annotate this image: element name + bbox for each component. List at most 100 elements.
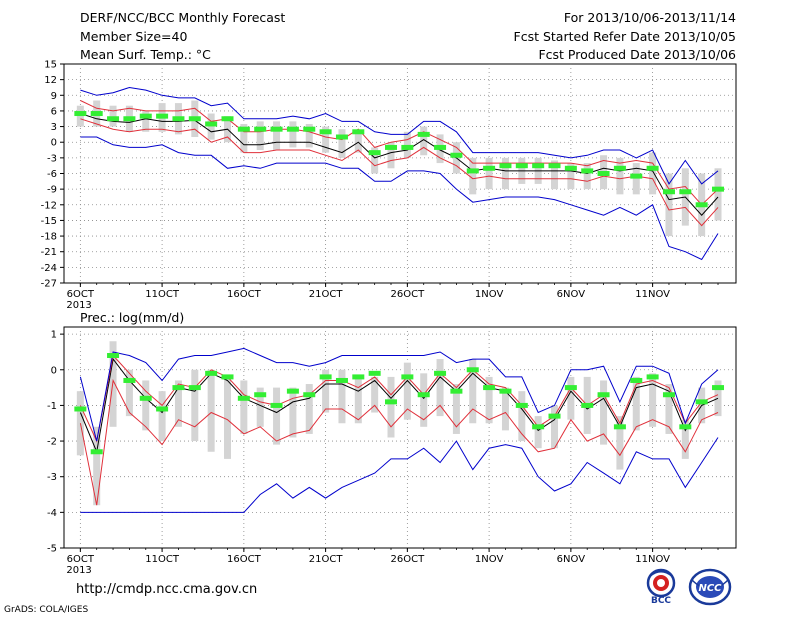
x-tick-label: 1NOV	[475, 554, 504, 565]
spread-bar	[616, 416, 624, 470]
observation-marker	[450, 152, 463, 158]
observation-marker	[564, 165, 577, 171]
observation-marker	[303, 392, 316, 398]
fcst-started-date: Fcst Started Refer Date 2013/10/05	[513, 29, 737, 44]
spread-bar	[469, 359, 477, 424]
spread-bar	[76, 105, 84, 127]
observation-marker	[662, 189, 675, 195]
bcc-logo-text: BCC	[651, 596, 671, 606]
observation-marker	[270, 126, 283, 132]
observation-marker	[679, 189, 692, 195]
y-tick-label: -4	[47, 508, 57, 519]
observation-marker	[286, 126, 299, 132]
spread-bar	[125, 369, 133, 417]
spread-bar	[142, 110, 150, 132]
y-tick-label: -15	[41, 216, 57, 227]
x-tick-label: 11NOV	[635, 554, 670, 565]
spread-bar	[452, 384, 460, 434]
spread-bar	[371, 147, 379, 174]
observation-marker	[303, 126, 316, 132]
observation-marker	[237, 126, 250, 132]
spread-bar	[273, 387, 281, 445]
observation-marker	[417, 131, 430, 137]
observation-marker	[662, 392, 675, 398]
spread-bar	[534, 416, 542, 449]
observation-marker	[172, 385, 185, 391]
observation-marker	[107, 116, 120, 122]
spread-bar	[174, 380, 182, 427]
x-tick-label: 26OCT	[391, 289, 426, 300]
observation-marker	[532, 163, 545, 169]
observation-marker	[286, 388, 299, 394]
series-line-min	[80, 437, 719, 513]
spread-bar	[354, 376, 362, 424]
source-url[interactable]: http://cmdp.ncc.cma.gov.cn	[76, 582, 258, 597]
spread-bar	[191, 369, 199, 442]
x-tick-label: 6NOV	[557, 289, 586, 300]
spread-bar	[142, 380, 150, 431]
spread-bar	[322, 369, 330, 413]
observation-marker	[401, 144, 414, 150]
series-line-lower	[80, 118, 719, 227]
x-tick-label: 11NOV	[635, 289, 670, 300]
observation-marker	[483, 385, 496, 391]
observation-marker	[156, 113, 169, 119]
observation-marker	[139, 113, 152, 119]
spread-bar	[109, 105, 117, 127]
series-line-max	[80, 86, 719, 185]
observation-marker	[74, 406, 87, 412]
y-tick-label: -2	[47, 437, 57, 448]
observation-marker	[221, 374, 234, 380]
observation-marker	[499, 163, 512, 169]
spread-bar	[485, 376, 493, 424]
spread-bar	[600, 380, 608, 445]
series-line-mean	[79, 357, 719, 454]
observation-marker	[466, 367, 479, 373]
observation-marker	[466, 168, 479, 174]
observation-marker	[254, 392, 267, 398]
spread-bar	[665, 173, 673, 237]
observation-marker	[548, 163, 561, 169]
spread-bar	[93, 426, 101, 506]
spread-bar	[305, 123, 313, 148]
spread-bar	[256, 387, 264, 427]
observation-marker	[581, 168, 594, 174]
y-tick-label: -24	[41, 263, 57, 274]
spread-bar	[632, 163, 640, 195]
observation-marker	[712, 385, 725, 391]
spread-bar	[665, 384, 673, 434]
observation-marker	[532, 424, 545, 430]
spread-bar	[371, 376, 379, 413]
observation-marker	[515, 402, 528, 408]
observation-marker	[188, 385, 201, 391]
spread-bar	[403, 131, 411, 158]
observation-marker	[205, 121, 218, 127]
spread-bar	[387, 142, 395, 169]
observation-marker	[319, 374, 332, 380]
x-tick-label: 16OCT	[227, 289, 262, 300]
plot-frame-1	[63, 326, 737, 549]
y-tick-label: -5	[47, 544, 57, 555]
y-tick-label: -18	[41, 232, 57, 243]
observation-marker	[417, 392, 430, 398]
spread-bar	[649, 373, 657, 427]
observation-marker	[352, 129, 365, 135]
spread-bar	[403, 362, 411, 420]
spread-bar	[485, 157, 493, 190]
grads-credit: GrADS: COLA/IGES	[4, 605, 89, 615]
fcst-produced-date: Fcst Produced Date 2013/10/06	[538, 47, 736, 62]
spread-bar	[436, 359, 444, 417]
spread-bar	[305, 384, 313, 434]
y-tick-label: 1	[51, 330, 57, 341]
observation-marker	[385, 399, 398, 405]
series-line-upper	[79, 354, 719, 443]
y-tick-label: -1	[47, 401, 57, 412]
spread-bar	[714, 380, 722, 417]
spread-bar	[273, 121, 281, 151]
observation-marker	[123, 116, 136, 122]
series-line-min	[80, 136, 719, 261]
observation-marker	[90, 449, 103, 455]
y-tick-label: 3	[51, 122, 57, 133]
x-tick-label: 1NOV	[475, 289, 504, 300]
observation-marker	[74, 111, 87, 117]
